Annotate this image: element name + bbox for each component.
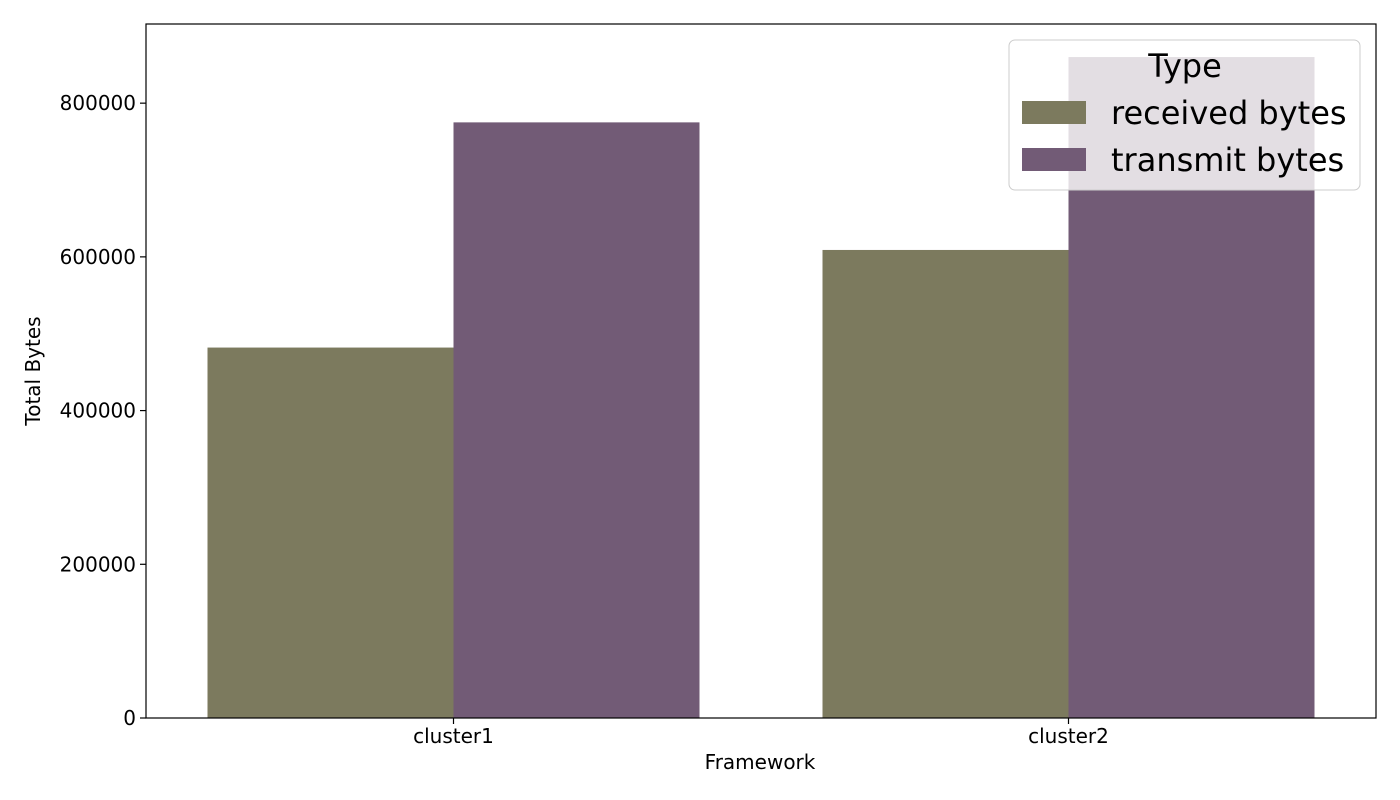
legend-title: Type — [1147, 47, 1222, 85]
y-axis: 0 200000 400000 600000 800000 — [60, 91, 146, 730]
y-tick-label: 0 — [123, 706, 136, 730]
bar-transmit-bytes-cluster1 — [453, 122, 700, 718]
y-tick-label: 200000 — [60, 552, 136, 576]
y-axis-label: Total Bytes — [21, 316, 45, 426]
y-tick-label: 600000 — [60, 245, 136, 269]
y-tick-label: 800000 — [60, 91, 136, 115]
bar-received-bytes-cluster2 — [822, 249, 1069, 718]
plot-frame — [145, 23, 1377, 719]
legend: Type received bytes transmit bytes — [1008, 39, 1361, 191]
legend-box — [1008, 39, 1361, 191]
legend-swatch — [1022, 101, 1086, 124]
x-axis: cluster1 cluster2 — [413, 718, 1109, 748]
legend-label: received bytes — [1111, 94, 1347, 132]
x-tick-label: cluster1 — [413, 724, 494, 748]
legend-label: transmit bytes — [1111, 141, 1344, 179]
x-axis-label: Framework — [705, 750, 816, 774]
x-tick-label: cluster2 — [1028, 724, 1109, 748]
bar-received-bytes-cluster1 — [207, 347, 454, 718]
legend-swatch — [1022, 148, 1086, 171]
y-tick-label: 400000 — [60, 399, 136, 423]
legend-entries: received bytes transmit bytes — [1022, 94, 1347, 179]
